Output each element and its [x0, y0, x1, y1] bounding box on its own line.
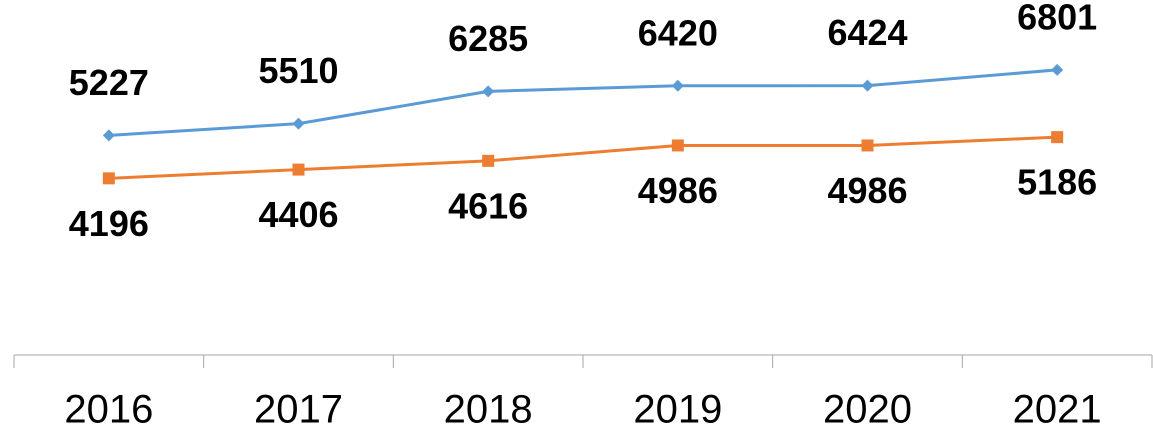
marker [1051, 131, 1064, 144]
x-tick-label: 2020 [823, 388, 912, 432]
series-line [108, 68, 1058, 137]
marker [482, 154, 495, 167]
marker [102, 129, 115, 142]
x-tick-label: 2018 [444, 388, 533, 432]
marker [861, 139, 874, 152]
data-label: 6424 [827, 12, 907, 53]
data-label: 6801 [1017, 0, 1097, 37]
marker [102, 172, 115, 185]
data-label: 4196 [69, 203, 149, 244]
x-tick-label: 2021 [1013, 388, 1102, 432]
data-label: 4406 [258, 194, 338, 235]
marker [1051, 63, 1064, 76]
marker [482, 85, 495, 98]
data-label: 5510 [258, 50, 338, 91]
x-tick-label: 2016 [64, 388, 153, 432]
data-label: 4616 [448, 185, 528, 226]
marker [292, 117, 305, 130]
data-label: 6285 [448, 18, 528, 59]
marker [861, 79, 874, 92]
data-label: 5186 [1017, 162, 1097, 203]
data-label: 6420 [638, 12, 718, 53]
data-label: 4986 [827, 170, 907, 211]
marker [671, 139, 684, 152]
series-line [108, 135, 1058, 180]
data-label: 4986 [638, 170, 718, 211]
marker [292, 163, 305, 176]
data-label: 5227 [69, 62, 149, 103]
marker [671, 79, 684, 92]
x-tick-label: 2017 [254, 388, 343, 432]
x-tick-label: 2019 [633, 388, 722, 432]
